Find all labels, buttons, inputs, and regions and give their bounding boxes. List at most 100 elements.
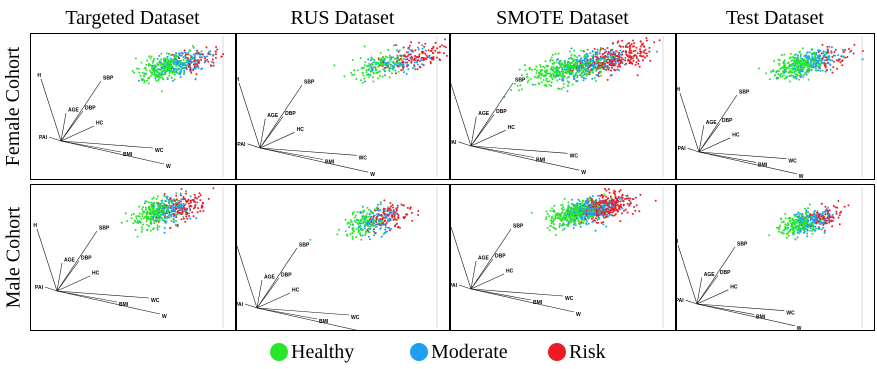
panel-male-smote-point-risk: [604, 187, 606, 190]
panel-female-targeted-loading-label-pai: PAI: [39, 135, 48, 141]
panel-male-targeted-point-healthy: [135, 215, 138, 218]
panel-female-smote-point-healthy: [582, 69, 585, 72]
panel-male-test-point-healthy: [808, 203, 811, 206]
panel-female-rus-point-healthy: [386, 56, 389, 59]
panel-female-targeted-point-healthy: [177, 64, 180, 67]
panel-female-rus-point-healthy: [398, 61, 401, 64]
panel-male-smote-point-risk: [616, 201, 619, 204]
panel-female-smote-point-risk: [621, 39, 624, 42]
panel-female-smote-point-risk: [642, 55, 645, 58]
panel-female-smote-point-moderate: [580, 57, 583, 60]
panel-female-rus-point-healthy: [379, 70, 381, 73]
panel-male-targeted-point-risk: [189, 209, 192, 211]
panel-male-test-point-moderate: [806, 235, 809, 238]
panel-male-rus-point-moderate: [361, 234, 364, 237]
panel-male-targeted-point-risk: [188, 215, 191, 217]
panel-male-rus-point-risk: [393, 217, 396, 220]
panel-male-targeted-point-risk: [197, 195, 200, 198]
panel-male-test-point-moderate: [822, 226, 825, 229]
panel-male-test-point-moderate: [803, 230, 806, 233]
panel-female-smote-point-risk: [571, 69, 574, 72]
panel-male-rus-point-moderate: [377, 203, 379, 206]
panel-male-rus-point-risk: [417, 210, 420, 212]
panel-female-test-point-healthy: [803, 65, 806, 68]
panel-male-smote-point-healthy: [565, 223, 568, 226]
panel-male-smote-point-healthy: [554, 213, 557, 216]
panel-female-rus-point-moderate: [406, 63, 409, 66]
panel-female-targeted-point-healthy: [145, 79, 148, 82]
panel-male-targeted-point-healthy: [174, 223, 177, 226]
panel-male-smote-point-healthy: [587, 210, 590, 213]
panel-female-test-loading-wc: [698, 151, 787, 159]
panel-female-targeted-point-risk: [196, 59, 199, 62]
panel-male-targeted-point-risk: [172, 213, 175, 216]
panel-female-smote-point-risk: [616, 65, 619, 68]
panel-female-smote-point-risk: [642, 59, 644, 62]
panel-male-test-point-healthy: [808, 229, 811, 232]
panel-male-smote-point-moderate: [594, 213, 597, 216]
panel-female-rus-point-moderate: [383, 74, 386, 77]
panel-male-rus-loading-sbp: [256, 247, 298, 309]
panel-female-rus-point-risk: [406, 61, 409, 64]
panel-female-test-loading-label-hc: HC: [732, 132, 740, 138]
panel-female-targeted-point-healthy: [160, 90, 163, 93]
panel-female-test-point-risk: [834, 48, 837, 51]
panel-female-smote-point-healthy: [573, 49, 576, 52]
panel-female-test-point-risk: [838, 58, 841, 61]
panel-male-smote-point-healthy: [561, 216, 564, 219]
panel-male-smote-point-moderate: [605, 225, 608, 228]
panel-female-targeted-point-moderate: [182, 56, 185, 59]
panel-male-test-point-healthy: [787, 230, 790, 233]
panel-male-rus-loading-label-sbp: SBP: [299, 243, 310, 249]
panel-female-rus-point-risk: [437, 51, 439, 54]
panel-female-targeted-loading-label-sbp: SBP: [103, 76, 114, 82]
panel-male-targeted-point-healthy: [175, 192, 178, 195]
panel-male-rus-point-risk: [384, 223, 387, 226]
panel-male-targeted-point-healthy: [151, 202, 154, 205]
panel-female-rus-point-moderate: [410, 58, 413, 61]
panel-female-rus-point-healthy: [365, 73, 368, 76]
panel-female-rus-point-moderate: [367, 58, 370, 61]
panel-female-smote-point-risk: [632, 39, 634, 42]
panel-male-test-point-moderate: [816, 218, 819, 220]
panel-female-smote-point-healthy: [563, 64, 565, 67]
panel-female-test-loading-h: [679, 93, 700, 153]
panel-female-smote-point-healthy: [579, 63, 582, 66]
panel-female-smote-point-moderate: [578, 65, 581, 68]
panel-male-smote-point-risk: [614, 200, 617, 203]
panel-female-smote-point-risk: [601, 66, 604, 69]
panel-female-smote-point-moderate: [600, 61, 603, 64]
panel-female-smote-point-healthy: [598, 58, 601, 61]
panel-male-rus-point-healthy: [353, 219, 356, 222]
panel-male-smote-point-risk: [611, 198, 614, 201]
panel-female-smote-point-healthy: [554, 53, 557, 55]
panel-male-test-point-moderate: [820, 221, 822, 224]
panel-female-rus-point-moderate: [421, 63, 423, 66]
panel-male-test-point-healthy: [784, 223, 787, 226]
panel-male-test-loading-h: [677, 245, 698, 305]
panel-female-test-point-healthy: [801, 47, 804, 50]
panel-female-rus-point-risk: [431, 47, 433, 50]
panel-male-smote-point-moderate: [602, 223, 605, 226]
panel-female-targeted-point-moderate: [199, 53, 202, 56]
panel-male-test-point-healthy: [820, 228, 823, 231]
panel-male-rus-point-moderate: [387, 220, 390, 223]
panel-female-smote-point-healthy: [574, 61, 577, 64]
panel-female-targeted-point-healthy: [143, 67, 146, 70]
panel-female-smote-point-moderate: [610, 52, 613, 55]
panel-male-targeted-point-healthy: [136, 221, 139, 224]
panel-male-test-point-healthy: [787, 234, 790, 237]
panel-male-targeted-point-moderate: [168, 216, 171, 219]
panel-male-smote-point-healthy: [552, 220, 555, 223]
panel-female-smote-point-risk: [611, 42, 614, 44]
panel-female-smote-loading-bmi: [470, 145, 535, 158]
panel-female-smote-loading-label-w: W: [581, 170, 586, 176]
panel-male-smote-point-healthy: [582, 222, 585, 225]
panel-male-rus-point-healthy: [387, 206, 389, 209]
panel-male-rus-point-healthy: [359, 234, 362, 237]
panel-male-test-point-moderate: [797, 215, 800, 218]
panel-male-targeted-point-healthy: [138, 212, 141, 215]
panel-female-test-point-healthy: [800, 63, 803, 66]
panel-male-test-loading-dbp: [696, 275, 719, 305]
panel-female-rus-point-moderate: [374, 66, 377, 69]
